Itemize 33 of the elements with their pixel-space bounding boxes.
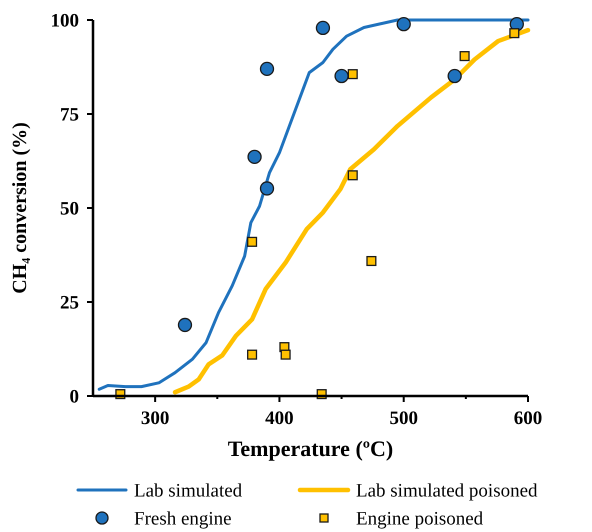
line-series xyxy=(98,18,530,391)
point xyxy=(178,318,192,332)
point xyxy=(348,170,358,180)
y-tick-label: 0 xyxy=(70,386,79,408)
point xyxy=(280,350,291,360)
point xyxy=(247,150,262,164)
legend-label: Lab simulated xyxy=(134,480,243,502)
y-tick-label: 50 xyxy=(60,198,79,220)
point xyxy=(260,62,274,76)
point xyxy=(247,350,258,360)
point xyxy=(260,181,274,196)
x-axis-title: Temperature (ºC) xyxy=(228,436,394,461)
point xyxy=(460,51,470,62)
point xyxy=(348,69,358,80)
legend-label: Lab simulated poisoned xyxy=(356,480,538,502)
point xyxy=(509,28,520,38)
legend-label: Fresh engine xyxy=(134,508,232,530)
line-series xyxy=(172,28,530,394)
y-tick-label: 100 xyxy=(50,10,79,32)
x-tick-label: 400 xyxy=(265,408,294,429)
x-tick-label: 300 xyxy=(140,408,170,429)
point xyxy=(366,256,376,266)
y-tick-label: 75 xyxy=(60,104,79,126)
x-tick-label: 500 xyxy=(389,408,418,429)
y-tick-label: 25 xyxy=(60,292,79,314)
point xyxy=(316,20,330,36)
point xyxy=(334,68,349,84)
y-axis-title: CH₄ conversion (%) xyxy=(9,122,31,294)
legend-label: Engine poisoned xyxy=(356,508,484,530)
point xyxy=(448,68,462,84)
point xyxy=(247,236,258,247)
point xyxy=(396,16,411,32)
x-tick-label: 600 xyxy=(514,408,542,429)
